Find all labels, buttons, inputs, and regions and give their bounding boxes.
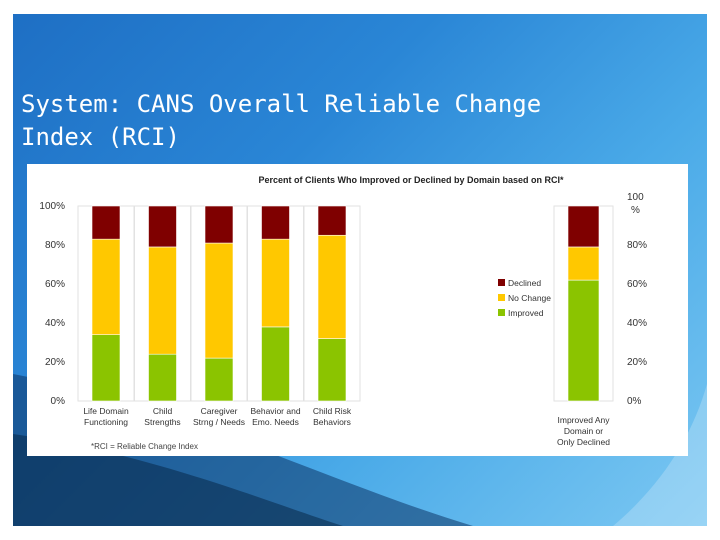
right-top-tick-label: 100 xyxy=(627,192,644,203)
bar-segment-declined xyxy=(317,205,347,236)
chart-title: Percent of Clients Who Improved or Decli… xyxy=(258,175,564,185)
y-tick-label: 40% xyxy=(45,318,65,329)
bar-segment-declined xyxy=(261,205,290,240)
x-category-label: Life Domain xyxy=(83,406,129,416)
stacked-bar-chart: Percent of Clients Who Improved or Decli… xyxy=(39,175,647,451)
bar-segment-improved xyxy=(148,353,177,402)
legend-swatch xyxy=(498,309,505,316)
x-category-label: Strengths xyxy=(144,417,180,427)
title-line-1: System: CANS Overall Reliable Change xyxy=(21,90,542,118)
secondary-bar-segment-declined xyxy=(567,205,600,248)
bar-segment-no-change xyxy=(148,246,177,355)
legend-label: Declined xyxy=(508,278,541,288)
right-top-tick-unit: % xyxy=(631,205,640,216)
slide-title: System: CANS Overall Reliable Change Ind… xyxy=(21,88,541,154)
legend-label: No Change xyxy=(508,293,551,303)
x-category-label: Child Risk xyxy=(313,406,352,416)
x-category-label: Emo. Needs xyxy=(252,417,299,427)
y-tick-label: 100% xyxy=(39,201,65,212)
bar-segment-improved xyxy=(91,334,121,402)
x-category-label: Functioning xyxy=(84,417,128,427)
secondary-bar-segment-no-change xyxy=(567,246,600,281)
x-category-label: Strng / Needs xyxy=(193,417,245,427)
bar-segment-improved xyxy=(261,326,290,402)
secondary-category-label: Only Declined xyxy=(557,437,610,447)
y-tick-label: 60% xyxy=(45,279,65,290)
x-category-label: Behavior and xyxy=(250,406,300,416)
right-y-tick-label: 60% xyxy=(627,279,647,290)
title-line-2: Index (RCI) xyxy=(21,123,180,151)
legend-label: Improved xyxy=(508,308,544,318)
right-y-tick-label: 20% xyxy=(627,357,647,368)
right-y-tick-label: 80% xyxy=(627,240,647,251)
x-category-label: Caregiver xyxy=(201,406,238,416)
secondary-category-label: Improved Any xyxy=(558,415,611,425)
bar-segment-improved xyxy=(317,338,347,402)
chart-panel: Percent of Clients Who Improved or Decli… xyxy=(27,164,688,456)
bar-segment-declined xyxy=(148,205,177,248)
secondary-category-label: Domain or xyxy=(564,426,603,436)
y-tick-label: 80% xyxy=(45,240,65,251)
right-y-tick-label: 40% xyxy=(627,318,647,329)
bar-segment-no-change xyxy=(317,234,347,339)
legend-swatch xyxy=(498,294,505,301)
bar-segment-declined xyxy=(91,205,121,240)
bar-segment-no-change xyxy=(261,238,290,328)
y-tick-label: 20% xyxy=(45,357,65,368)
x-category-label: Behaviors xyxy=(313,417,351,427)
bar-segment-no-change xyxy=(204,242,234,359)
bar-segment-improved xyxy=(204,357,234,402)
y-tick-label: 0% xyxy=(51,396,66,407)
secondary-bar-segment-improved xyxy=(567,279,600,402)
bar-segment-no-change xyxy=(91,238,121,336)
x-category-label: Child xyxy=(153,406,173,416)
legend-swatch xyxy=(498,279,505,286)
bar-segment-declined xyxy=(204,205,234,244)
right-y-tick-label: 0% xyxy=(627,396,642,407)
slide-background: System: CANS Overall Reliable Change Ind… xyxy=(13,14,707,526)
chart-footnote: *RCI = Reliable Change Index xyxy=(91,442,198,451)
